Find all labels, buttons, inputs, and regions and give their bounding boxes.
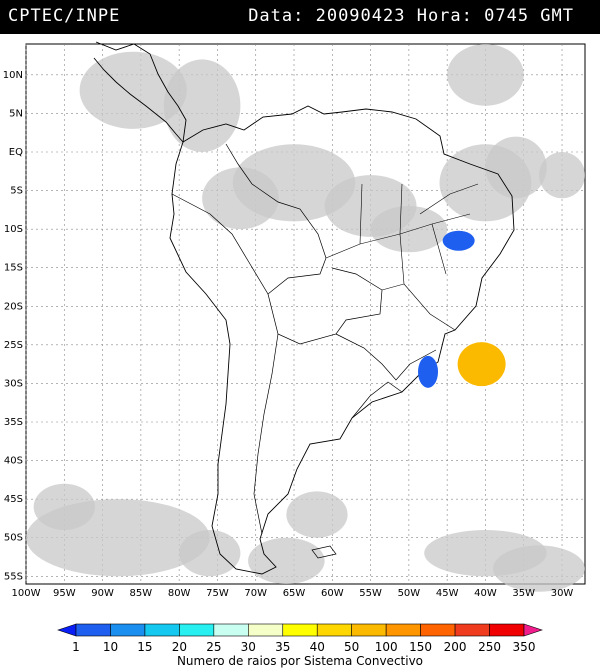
cloud-patch <box>179 530 241 577</box>
lat-tick-label: 50S <box>4 533 23 544</box>
colorbar-cell <box>351 623 387 637</box>
lat-tick-label: 10N <box>3 70 23 81</box>
system-bahia <box>442 230 475 251</box>
border-bolivia <box>267 267 383 345</box>
convective-systems <box>418 230 506 388</box>
colorbar-cell <box>57 623 77 637</box>
central-america-outline <box>93 41 187 144</box>
lat-tick-label: 55S <box>4 571 23 582</box>
cloud-patch <box>248 537 325 584</box>
falklands-outline <box>311 545 337 559</box>
lon-tick-label: 50W <box>398 588 421 599</box>
system-rs <box>418 355 439 388</box>
colorbar-label: 15 <box>137 640 152 654</box>
colorbar-cell <box>248 623 284 637</box>
colorbar-label: 35 <box>275 640 290 654</box>
lat-tick-label: 30S <box>4 378 23 389</box>
cloud-patch <box>370 206 448 253</box>
lat-tick-label: 25S <box>4 340 23 351</box>
border-uruguay <box>351 381 403 419</box>
brazil-states <box>325 183 479 331</box>
lon-tick-label: 70W <box>244 588 267 599</box>
colorbar-cell <box>316 623 352 637</box>
lon-tick-label: 60W <box>321 588 344 599</box>
colorbar-label: 10 <box>103 640 118 654</box>
colorbar-cell <box>489 623 525 637</box>
cloud-patch <box>485 136 547 199</box>
lon-tick-label: 35W <box>512 588 535 599</box>
lat-tick-label: 20S <box>4 301 23 312</box>
lat-tick-label: EQ <box>9 147 23 158</box>
lat-tick-label: 10S <box>4 224 23 235</box>
cloud-cover <box>26 44 585 592</box>
colorbar-label: 30 <box>241 640 256 654</box>
axis-labels: 10N 5N EQ 5S 10S 15S 20S 25S 30S 35S 40S 45S 50S 55S 1… <box>3 70 574 599</box>
colorbar-label: 25 <box>206 640 221 654</box>
colorbar-cell <box>144 623 180 637</box>
lat-tick-label: 35S <box>4 417 23 428</box>
lat-tick-label: 45S <box>4 494 23 505</box>
cloud-patch <box>33 483 95 530</box>
colorbar-cell <box>385 623 421 637</box>
colorbar-label: 40 <box>310 640 325 654</box>
colorbar-label: 200 <box>444 640 467 654</box>
colorbar-cell <box>420 623 456 637</box>
colorbar-label: 350 <box>513 640 536 654</box>
lat-tick-label: 40S <box>4 456 23 467</box>
colorbar: 1 10 15 20 25 30 35 40 50 100 150 200 250 350 <box>57 623 543 654</box>
lon-tick-label: 75W <box>206 588 229 599</box>
south-america-outline <box>169 105 515 575</box>
colorbar-cell <box>213 623 249 637</box>
colorbar-cells <box>57 623 543 637</box>
cloud-patch <box>539 152 585 199</box>
cloud-patch <box>493 545 585 592</box>
lon-tick-label: 80W <box>168 588 191 599</box>
lat-tick-label: 5N <box>9 108 23 119</box>
lon-tick-label: 95W <box>53 588 76 599</box>
cloud-patch <box>163 59 241 152</box>
colorbar-label: 1 <box>72 640 80 654</box>
colorbar-label: 250 <box>478 640 501 654</box>
colorbar-cell <box>179 623 215 637</box>
colorbar-cell <box>75 623 111 637</box>
lon-tick-label: 45W <box>436 588 459 599</box>
lon-tick-label: 100W <box>12 588 41 599</box>
lightning-map: 10N 5N EQ 5S 10S 15S 20S 25S 30S 35S 40S 45S 50S 55S 1… <box>3 41 586 599</box>
lat-tick-label: 5S <box>10 186 23 197</box>
lon-tick-label: 40W <box>474 588 497 599</box>
border-paraguay-brazil <box>335 333 437 381</box>
lon-tick-label: 30W <box>551 588 574 599</box>
colorbar-label: 100 <box>375 640 398 654</box>
colorbar-cell <box>110 623 146 637</box>
lon-tick-label: 65W <box>283 588 306 599</box>
cloud-patch <box>286 491 348 538</box>
lon-tick-label: 90W <box>91 588 114 599</box>
colorbar-label: 150 <box>409 640 432 654</box>
lat-tick-label: 15S <box>4 263 23 274</box>
system-atlantic <box>457 342 506 387</box>
colorbar-cell <box>282 623 318 637</box>
source-label: CPTEC/INPE <box>8 6 121 26</box>
lon-tick-label: 85W <box>130 588 153 599</box>
colorbar-title: Numero de raios por Sistema Convectivo <box>176 654 424 668</box>
cloud-patch <box>79 51 187 129</box>
cloud-patch <box>202 167 279 230</box>
cloud-patch <box>447 44 524 106</box>
colorbar-labels: 1 10 15 20 25 30 35 40 50 100 150 200 250 350 <box>72 640 535 654</box>
land-outlines <box>93 41 515 575</box>
colorbar-cell <box>523 623 543 637</box>
border-peru-brazil <box>171 143 327 295</box>
border-argentina-chile <box>253 333 279 535</box>
datetime-label: Data: 20090423 Hora: 0745 GMT <box>248 6 574 26</box>
colorbar-cell <box>454 623 490 637</box>
title-bar: CPTEC/INPE Data: 20090423 Hora: 0745 GMT <box>0 0 600 34</box>
colorbar-label: 20 <box>172 640 187 654</box>
colorbar-label: 50 <box>344 640 359 654</box>
lon-tick-label: 55W <box>359 588 382 599</box>
